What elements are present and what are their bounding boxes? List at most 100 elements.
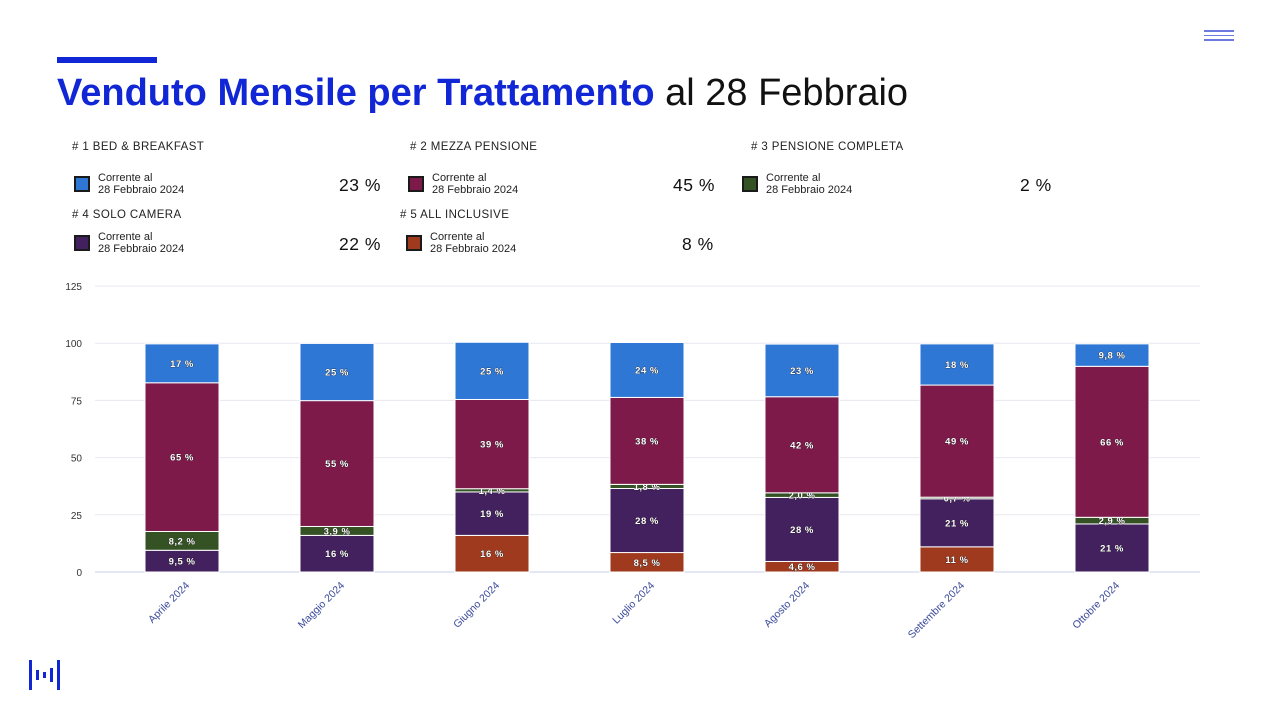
legend-line1-5: Corrente al — [430, 231, 485, 243]
data-label: 2,9 % — [1099, 516, 1126, 527]
legend-swatch-2 — [408, 176, 424, 192]
legend-head-2: # 2 MEZZA PENSIONE — [410, 141, 538, 153]
y-tick-label: 125 — [65, 282, 82, 293]
data-label: 65 % — [170, 453, 194, 464]
data-label: 49 % — [945, 437, 969, 448]
x-tick-label: Agosto 2024 — [762, 580, 812, 630]
data-label: 23 % — [790, 366, 814, 377]
legend-head-1: # 1 BED & BREAKFAST — [72, 141, 205, 153]
y-tick-label: 100 — [65, 339, 82, 350]
page-title-rest: al 28 Febbraio — [665, 72, 909, 114]
data-label: 42 % — [790, 440, 814, 451]
data-label: 3,9 % — [324, 526, 351, 537]
bar-segment — [1074, 523, 1150, 573]
bar-segment — [1074, 365, 1150, 518]
data-label: 1,8 % — [634, 482, 661, 493]
data-label: 8,2 % — [169, 536, 196, 547]
y-tick-label: 25 — [71, 511, 83, 522]
x-tick-label: Giugno 2024 — [451, 580, 502, 631]
bar-segment — [454, 398, 530, 490]
data-label: 55 % — [325, 459, 349, 470]
bar-segment — [609, 396, 685, 485]
data-label: 66 % — [1100, 437, 1124, 448]
bar-segment — [454, 491, 530, 536]
data-label: 9,5 % — [169, 557, 196, 568]
x-tick-label: Luglio 2024 — [610, 580, 657, 627]
legend-item-3: Corrente al 28 Febbraio 2024 — [742, 172, 852, 196]
legend-pct-1: 23 % — [339, 175, 381, 195]
data-label: 28 % — [635, 516, 659, 527]
data-label: 11 % — [945, 555, 968, 566]
legend-head-3: # 3 PENSIONE COMPLETA — [751, 141, 904, 153]
data-label: 9,8 % — [1099, 351, 1126, 362]
data-label: 1,4 % — [479, 486, 506, 497]
bar-segment — [144, 343, 220, 384]
legend-line1-2: Corrente al — [432, 172, 487, 184]
legend-swatch-5 — [406, 235, 422, 251]
bar-segment — [299, 342, 375, 402]
legend-line2-1: 28 Febbraio 2024 — [98, 184, 185, 196]
bar-segment — [764, 496, 840, 562]
x-tick-label: Aprile 2024 — [146, 580, 192, 626]
stacked-bar-chart: 0 25 50 75 100 125 9,5 % 8,2 % 65 % 17 % Aprile 20… — [65, 282, 1200, 641]
legend-line2-2: 28 Febbraio 2024 — [432, 184, 519, 196]
bar-segment — [144, 382, 220, 533]
legend-pct-4: 22 % — [339, 234, 381, 254]
bar-segment — [609, 342, 685, 398]
bar-segment — [919, 384, 995, 498]
data-label: 16 % — [480, 549, 504, 560]
legend-line1-3: Corrente al — [766, 172, 821, 184]
data-label: 28 % — [790, 525, 814, 536]
x-tick-label: Settembre 2024 — [906, 580, 967, 641]
data-label: 2,0 % — [789, 491, 816, 502]
data-label: 39 % — [480, 440, 504, 451]
data-label: 38 % — [635, 436, 659, 447]
legend-swatch-1 — [74, 176, 90, 192]
bar-segment — [454, 341, 530, 400]
page-title-bold: Venduto Mensile per Trattamento — [57, 72, 655, 114]
bar-segment — [454, 534, 530, 573]
legend-head-5: # 5 ALL INCLUSIVE — [400, 209, 510, 221]
legend-item-2: Corrente al 28 Febbraio 2024 — [408, 172, 518, 196]
data-label: 17 % — [170, 359, 194, 370]
data-label: 25 % — [480, 366, 504, 377]
legend-pct-5: 8 % — [682, 234, 714, 254]
legend-swatch-4 — [74, 235, 90, 251]
bar-segment — [919, 546, 995, 573]
data-label: 25 % — [325, 368, 349, 379]
brand-logo-icon — [29, 660, 60, 690]
legend-item-4: Corrente al 28 Febbraio 2024 — [74, 231, 184, 255]
legend-line2-3: 28 Febbraio 2024 — [766, 184, 853, 196]
bar-segment — [764, 396, 840, 494]
legend-head-4: # 4 SOLO CAMERA — [72, 209, 182, 221]
data-label: 21 % — [945, 518, 969, 529]
data-label: 21 % — [1100, 543, 1124, 554]
page-title: Venduto Mensile per Trattamento al 28 Fe… — [57, 70, 908, 116]
y-tick-label: 0 — [76, 568, 82, 579]
legend-item-5: Corrente al 28 Febbraio 2024 — [406, 231, 516, 255]
legend-line1-4: Corrente al — [98, 231, 153, 243]
legend-pct-3: 2 % — [1020, 175, 1052, 195]
x-tick-label: Maggio 2024 — [296, 580, 348, 632]
data-label: 24 % — [635, 365, 659, 376]
legend-pct-2: 45 % — [673, 175, 715, 195]
legend-line1-1: Corrente al — [98, 172, 153, 184]
data-label: 8,5 % — [634, 558, 661, 569]
data-label: 18 % — [945, 360, 969, 371]
y-tick-label: 50 — [71, 454, 83, 465]
data-label: 16 % — [325, 549, 349, 560]
bar-segment — [609, 487, 685, 554]
legend-line2-4: 28 Febbraio 2024 — [98, 243, 185, 255]
bar-segment — [1074, 343, 1150, 367]
title-accent-bar — [57, 57, 157, 63]
x-tick-label: Ottobre 2024 — [1070, 580, 1122, 632]
legend-item-1: Corrente al 28 Febbraio 2024 — [74, 172, 184, 196]
data-label: 19 % — [480, 509, 504, 520]
data-label: 0,7 % — [944, 493, 971, 504]
y-tick-label: 75 — [71, 396, 83, 407]
bar-segment — [919, 498, 995, 548]
data-label: 4,6 % — [789, 562, 816, 573]
bar-segment — [764, 343, 840, 398]
bar-segment — [919, 343, 995, 386]
menu-icon[interactable] — [1204, 30, 1234, 42]
